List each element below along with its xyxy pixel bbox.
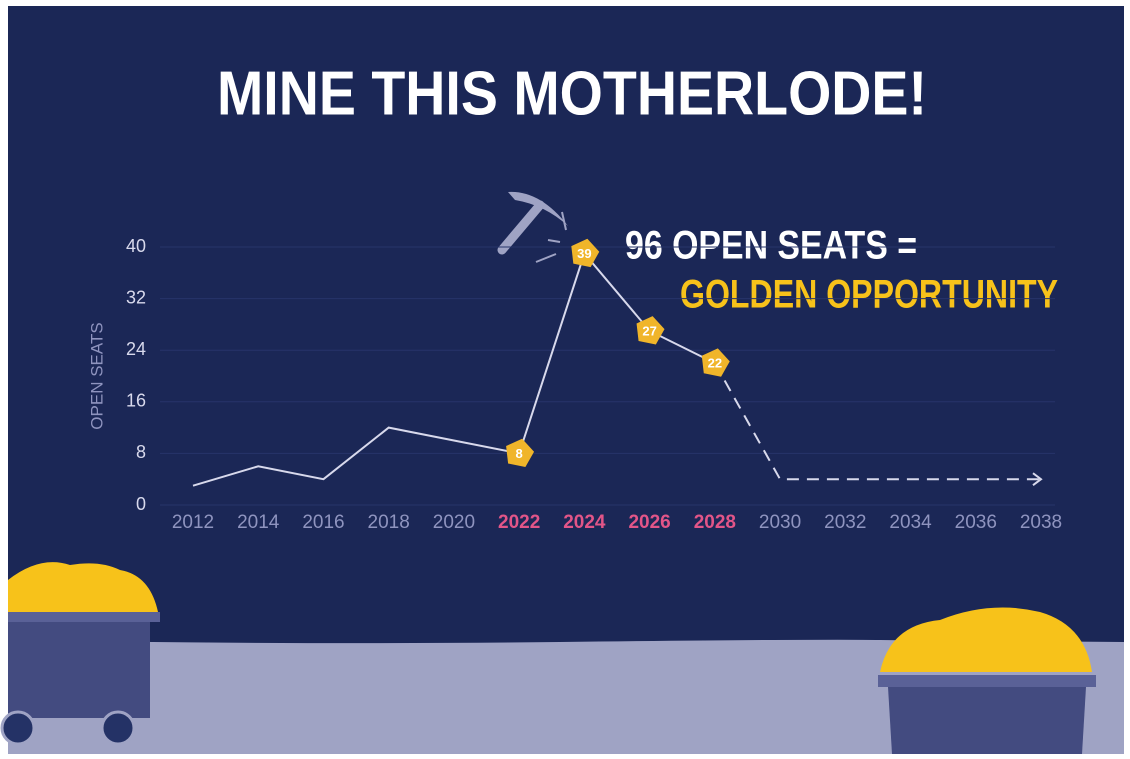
x-tick-label: 2034 (889, 512, 932, 533)
y-tick-label: 32 (126, 287, 146, 307)
x-tick-label: 2032 (824, 512, 866, 533)
cart-body (888, 687, 1086, 754)
cart-body (8, 622, 150, 718)
y-tick-label: 40 (126, 236, 146, 256)
data-label: 27 (642, 323, 656, 338)
y-tick-label: 8 (136, 442, 146, 462)
cart-rim (8, 612, 160, 622)
x-tick-label: 2020 (433, 512, 475, 533)
annotation: 96 OPEN SEATS = (625, 224, 917, 268)
x-tick-label: 2014 (237, 512, 280, 533)
x-tick-label: 2018 (368, 512, 410, 533)
x-tick-label: 2030 (759, 512, 801, 533)
x-tick-label: 2024 (563, 512, 606, 533)
data-label: 39 (577, 246, 591, 261)
x-tick-label: 2016 (302, 512, 344, 533)
x-tick-label: 2012 (172, 512, 214, 533)
y-tick-label: 24 (126, 339, 146, 359)
data-label: 8 (516, 446, 523, 461)
annotation: GOLDEN OPPORTUNITY (680, 273, 1058, 317)
x-tick-label: 2028 (694, 512, 736, 533)
cart-wheel (102, 712, 134, 744)
y-tick-label: 0 (136, 494, 146, 514)
cart-wheel (2, 712, 34, 744)
x-tick-label: 2026 (628, 512, 670, 533)
y-axis-label: OPEN SEATS (87, 322, 106, 429)
chart-title: MINE THIS MOTHERLODE! (217, 59, 927, 128)
x-tick-label: 2036 (955, 512, 997, 533)
x-tick-label: 2022 (498, 512, 540, 533)
x-tick-label: 2038 (1020, 512, 1062, 533)
y-tick-label: 16 (126, 391, 146, 411)
data-label: 22 (708, 356, 722, 371)
infographic: MINE THIS MOTHERLODE! 96 OPEN SEATS = GO… (0, 0, 1130, 759)
cart-rim (878, 675, 1096, 687)
